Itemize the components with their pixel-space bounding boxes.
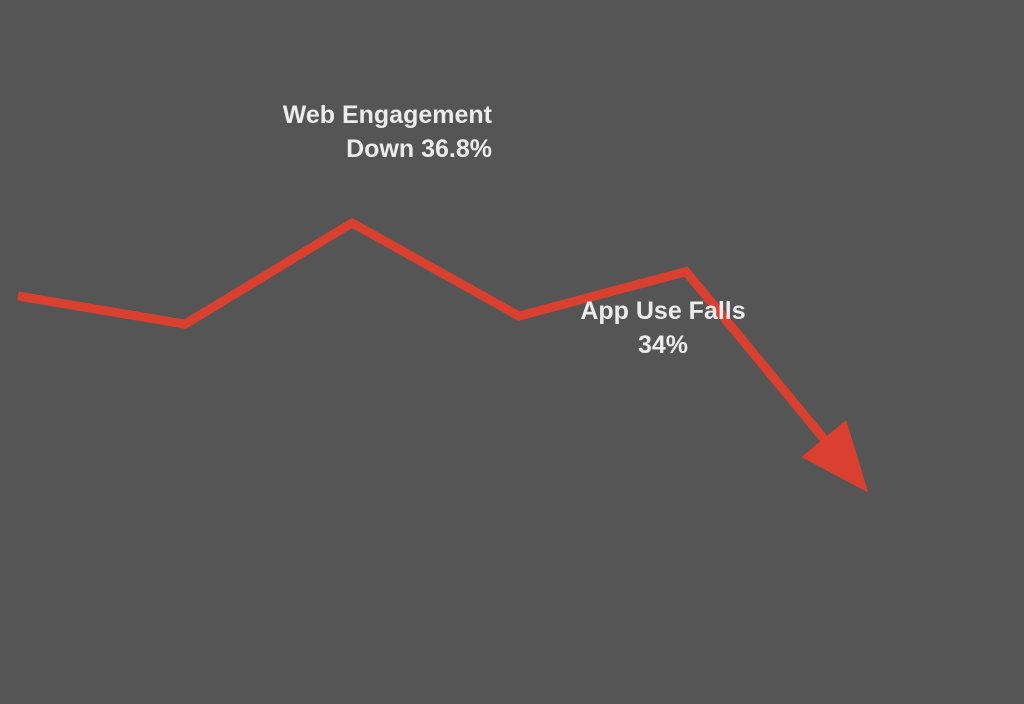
arrow-head-icon: [801, 420, 869, 493]
annotation-app-use-line2: 34%: [637, 331, 689, 359]
annotation-web-engagement-line2: Down 36.8%: [346, 135, 492, 163]
annotation-web-engagement: Web Engagement Down 36.8%: [240, 98, 492, 166]
series-layer: [17, 217, 869, 493]
annotation-web-engagement-line1: Web Engagement: [282, 101, 492, 129]
annotation-app-use: App Use Falls 34%: [560, 294, 766, 362]
annotation-app-use-line1: App Use Falls: [580, 297, 746, 325]
series-line-0: [17, 217, 857, 477]
